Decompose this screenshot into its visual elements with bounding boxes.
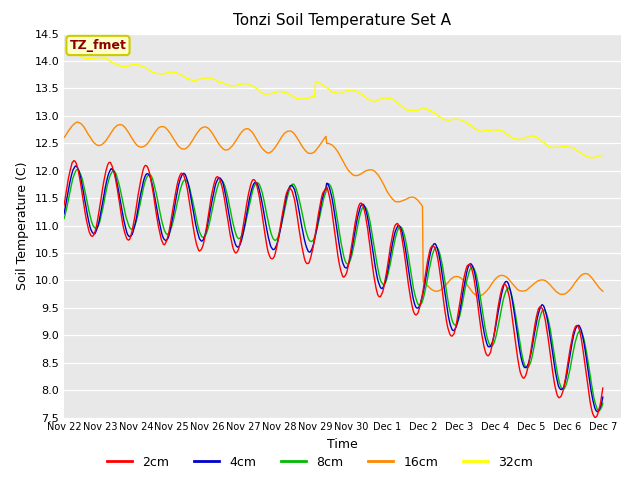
Y-axis label: Soil Temperature (C): Soil Temperature (C) bbox=[16, 161, 29, 290]
Title: Tonzi Soil Temperature Set A: Tonzi Soil Temperature Set A bbox=[234, 13, 451, 28]
Legend: 2cm, 4cm, 8cm, 16cm, 32cm: 2cm, 4cm, 8cm, 16cm, 32cm bbox=[102, 451, 538, 474]
X-axis label: Time: Time bbox=[327, 438, 358, 451]
Text: TZ_fmet: TZ_fmet bbox=[70, 39, 127, 52]
